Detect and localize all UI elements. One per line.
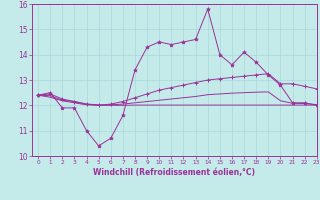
X-axis label: Windchill (Refroidissement éolien,°C): Windchill (Refroidissement éolien,°C) (93, 168, 255, 177)
